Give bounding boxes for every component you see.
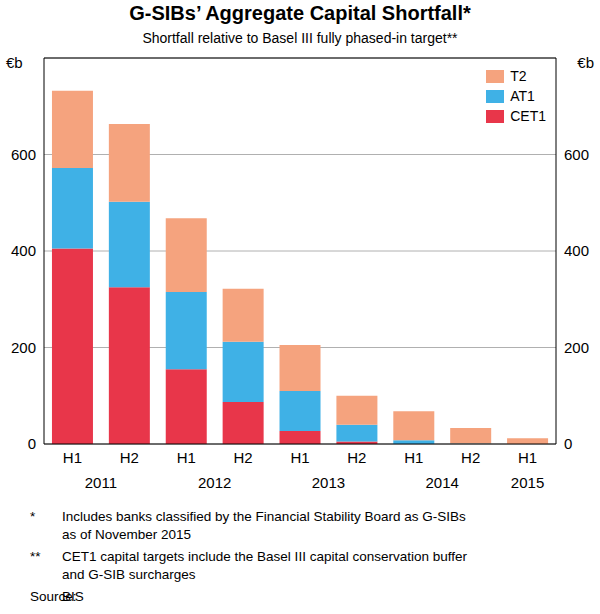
svg-text:2012: 2012 bbox=[198, 474, 231, 491]
html-text:BIS: BIS bbox=[62, 589, 84, 604]
svg-text:2015: 2015 bbox=[511, 474, 544, 491]
svg-text:H2: H2 bbox=[461, 449, 480, 466]
html-text:AT1: AT1 bbox=[510, 88, 535, 104]
html-text:Includes banks classified by t: Includes banks classified by the Financi… bbox=[62, 509, 466, 542]
html-text:G-SIBs’ Aggregate Capital Shor: G-SIBs’ Aggregate Capital Shortfall* bbox=[129, 2, 471, 24]
html-text:€b: €b bbox=[577, 54, 594, 71]
html-text:Shortfall relative to Basel II: Shortfall relative to Basel III fully ph… bbox=[142, 30, 458, 46]
html-text:CET1: CET1 bbox=[510, 108, 546, 124]
svg-text:400: 400 bbox=[564, 242, 589, 259]
html-text:Source:: Source: bbox=[30, 589, 77, 604]
svg-text:0: 0 bbox=[28, 435, 36, 452]
svg-text:400: 400 bbox=[11, 242, 36, 259]
svg-text:600: 600 bbox=[564, 146, 589, 163]
svg-text:H2: H2 bbox=[120, 449, 139, 466]
svg-text:H1: H1 bbox=[290, 449, 309, 466]
svg-text:H1: H1 bbox=[177, 449, 196, 466]
svg-text:H2: H2 bbox=[234, 449, 253, 466]
svg-text:200: 200 bbox=[11, 339, 36, 356]
html-text:CET1 capital targets include t: CET1 capital targets include the Basel I… bbox=[62, 549, 467, 582]
svg-text:H2: H2 bbox=[347, 449, 366, 466]
svg-text:2011: 2011 bbox=[85, 474, 117, 491]
svg-text:200: 200 bbox=[564, 339, 589, 356]
html-text:T2: T2 bbox=[510, 68, 527, 84]
svg-text:2013: 2013 bbox=[312, 474, 345, 491]
svg-text:0: 0 bbox=[564, 435, 572, 452]
svg-text:2014: 2014 bbox=[426, 474, 459, 491]
svg-text:H1: H1 bbox=[518, 449, 537, 466]
svg-text:600: 600 bbox=[11, 146, 36, 163]
svg-text:H1: H1 bbox=[404, 449, 423, 466]
html-text:€b: €b bbox=[6, 54, 23, 71]
svg-text:H1: H1 bbox=[63, 449, 82, 466]
